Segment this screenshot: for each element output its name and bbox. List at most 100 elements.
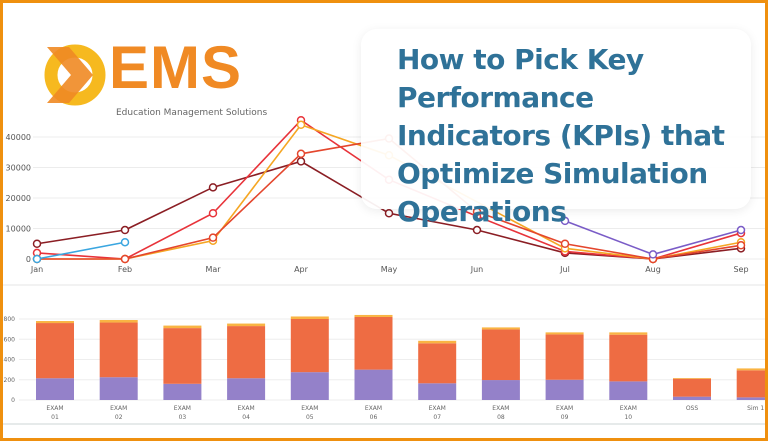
y-tick-label: 20000	[6, 194, 31, 203]
bar-segment	[163, 383, 202, 400]
y-tick-label: 0	[11, 397, 15, 404]
data-point	[120, 225, 130, 235]
bar-segment	[673, 378, 711, 379]
x-tick-label: EXAM	[110, 405, 127, 412]
bar-chart: 0 200 400 600 800 EXAM 01 EXAM 02 EXAM 03 EXAM 04 EXA…	[3, 284, 765, 425]
x-tick-label: EXAM	[620, 405, 637, 412]
x-tick-label: Apr	[294, 265, 309, 274]
bar-segment	[227, 323, 266, 327]
bar-segment	[545, 332, 584, 335]
x-tick-label: Jan	[30, 265, 43, 274]
line-chart: 0 10000 20000 30000 40000 Jan Feb Mar Apr May Jun J…	[6, 115, 765, 274]
x-tick-label: 06	[370, 414, 378, 421]
x-tick-label: 04	[242, 414, 250, 421]
data-point	[208, 183, 218, 192]
bar-segment	[673, 396, 711, 400]
y-tick-label: 30000	[6, 164, 31, 173]
logo-chevron-icon	[44, 44, 106, 106]
bar-segment	[481, 327, 520, 330]
bar-segment	[99, 377, 138, 400]
bar-segment	[290, 372, 329, 400]
data-point	[560, 216, 570, 226]
data-point	[120, 254, 130, 264]
ems-logo: EMS Education Management Solutions	[43, 34, 273, 123]
data-point	[648, 250, 658, 259]
x-tick-label: EXAM	[301, 405, 318, 412]
bar-segment	[736, 368, 765, 371]
bar-segment	[290, 316, 329, 319]
x-tick-label: 05	[306, 414, 314, 421]
bar-segment	[36, 323, 74, 379]
y-tick-label: 10000	[6, 225, 31, 234]
series-line	[36, 241, 126, 260]
y-tick-label: 0	[26, 255, 31, 264]
bar-segment	[418, 343, 457, 384]
y-tick-label: 600	[4, 336, 16, 343]
y-tick-label: 400	[4, 357, 16, 364]
bar-segment	[736, 397, 765, 400]
data-point	[208, 233, 218, 242]
page-title: How to Pick Key Performance Indicators (…	[397, 43, 725, 228]
x-tick-label: EXAM	[46, 405, 63, 412]
data-point	[32, 254, 42, 264]
bar-segment	[227, 326, 266, 379]
x-tick-label: EXAM	[556, 405, 573, 412]
data-point	[120, 237, 130, 247]
x-tick-label: Sep	[733, 265, 748, 274]
title-card: How to Pick Key Performance Indicators (…	[361, 29, 751, 228]
x-tick-label: Mar	[205, 265, 221, 274]
bar-segment	[99, 320, 138, 323]
bar-segment	[354, 316, 393, 370]
logo-text: EMS	[109, 34, 243, 101]
x-tick-label: EXAM	[365, 405, 382, 412]
bar-segment	[418, 340, 457, 344]
data-point	[736, 241, 746, 250]
bar-segment	[36, 378, 74, 400]
x-tick-label: Jun	[470, 265, 484, 274]
x-tick-label: 02	[115, 414, 123, 421]
data-point	[736, 225, 746, 235]
bar-segment	[36, 321, 74, 324]
bar-segment	[354, 314, 393, 317]
x-tick-label: May	[381, 265, 398, 274]
x-tick-label: Feb	[118, 265, 132, 274]
bar-segment	[354, 369, 393, 400]
data-point	[296, 120, 306, 130]
x-tick-label: EXAM	[429, 405, 446, 412]
bar-segment	[545, 379, 584, 400]
x-tick-label: Aug	[645, 265, 661, 274]
y-tick-label: 200	[4, 377, 16, 384]
bar-segment	[481, 380, 520, 400]
bar-segment	[163, 325, 202, 329]
bar-segment	[736, 370, 765, 398]
bar-segment	[545, 334, 584, 380]
x-tick-label: Sim 1	[747, 405, 764, 412]
logo-tagline: Education Management Solutions	[116, 108, 268, 118]
bar-segment	[609, 381, 648, 400]
bar-segment	[609, 332, 648, 335]
bar-segment	[290, 319, 329, 373]
bar-segment	[609, 334, 648, 382]
y-tick-label: 40000	[6, 133, 31, 142]
y-tick-label: 800	[4, 316, 16, 323]
data-point	[296, 149, 306, 159]
x-tick-label: 01	[51, 414, 59, 421]
data-point	[472, 225, 482, 235]
x-tick-label: 08	[497, 414, 505, 421]
x-tick-label: OSS	[686, 405, 699, 412]
x-tick-label: EXAM	[174, 405, 191, 412]
bar-segment	[163, 328, 202, 384]
data-point	[560, 239, 570, 248]
data-point	[208, 209, 218, 218]
x-tick-label: 10	[624, 414, 632, 421]
bar-segment	[99, 322, 138, 378]
x-tick-label: EXAM	[238, 405, 255, 412]
bar-segment	[418, 383, 457, 400]
bar-segment	[673, 378, 711, 397]
x-tick-label: EXAM	[492, 405, 509, 412]
x-tick-label: 03	[179, 414, 187, 421]
x-tick-label: 09	[561, 414, 569, 421]
data-point	[32, 239, 42, 248]
x-tick-label: 07	[433, 414, 441, 421]
